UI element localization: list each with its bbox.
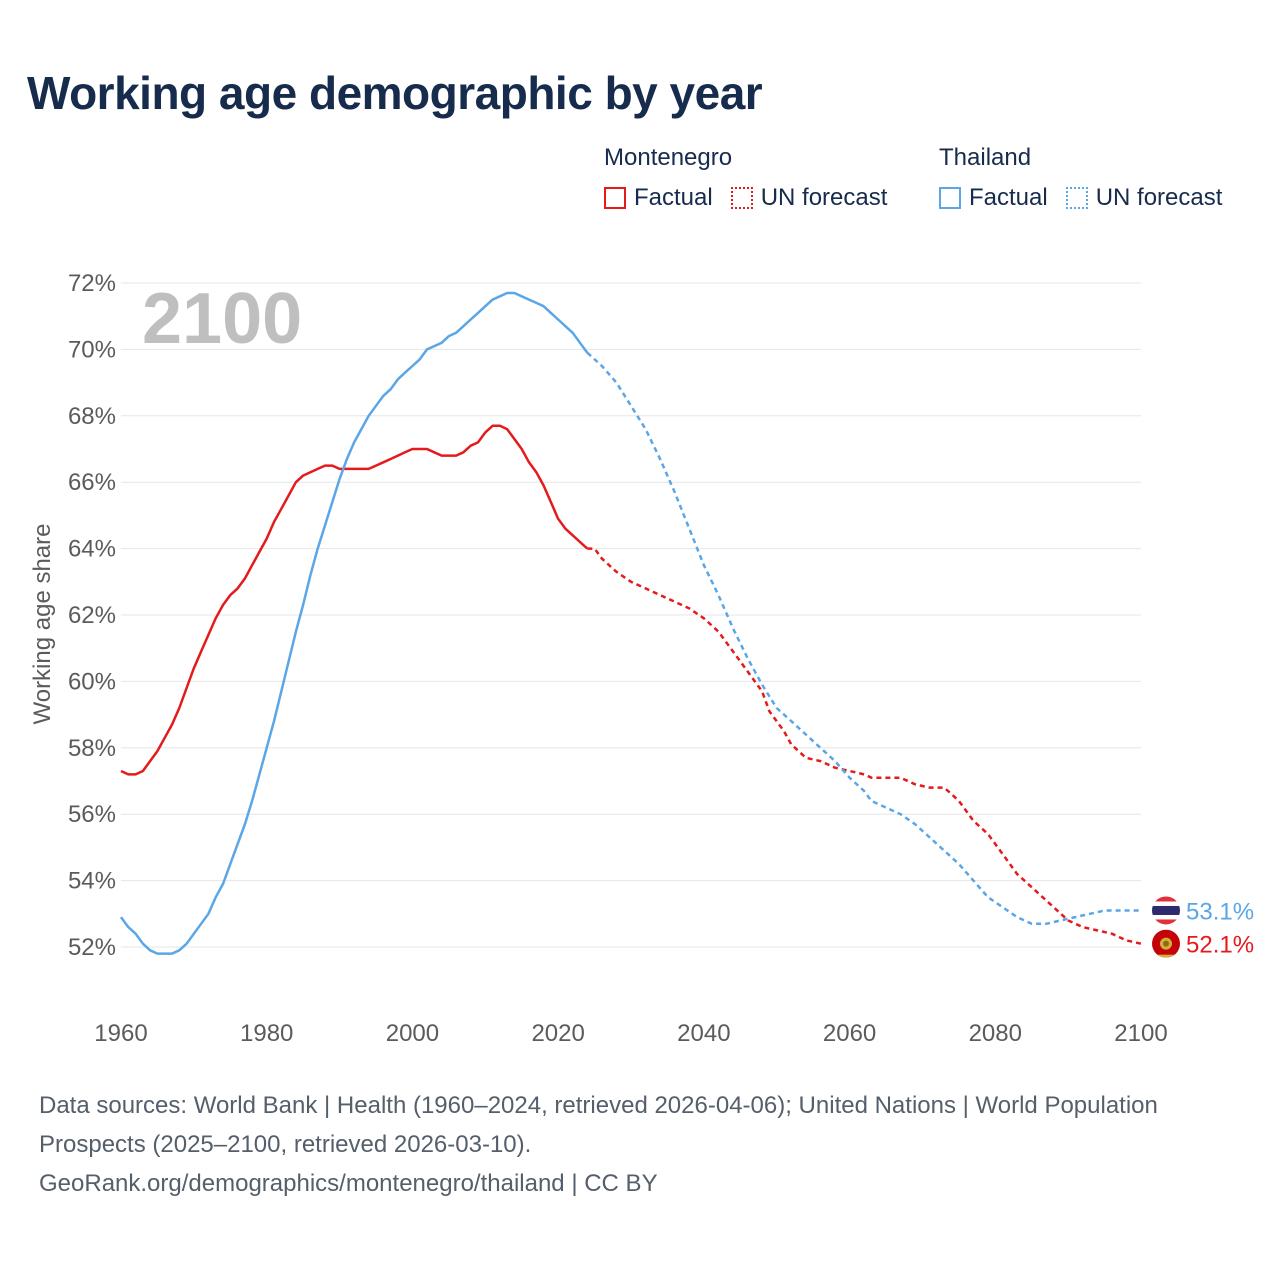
montenegro-factual-line[interactable] — [120, 424, 589, 776]
legend-swatch-solid — [939, 187, 961, 209]
footer: Data sources: World Bank | Health (1960–… — [39, 1086, 1179, 1203]
x-tick-label: 1980 — [240, 1020, 293, 1047]
montenegro-end-value-label: 52.1% — [1186, 932, 1254, 959]
gridlines — [121, 282, 1141, 948]
legend-item-montenegro-forecast[interactable]: UN forecast — [730, 184, 888, 212]
legend-item-montenegro-factual[interactable]: Factual — [604, 184, 713, 212]
montenegro-flag-icon — [1152, 929, 1180, 958]
y-tick-label: 58% — [68, 735, 116, 762]
legend-country-montenegro: Montenegro — [604, 144, 733, 171]
series-layer — [119, 291, 1142, 955]
x-tick-label: 1960 — [94, 1020, 147, 1047]
thailand-end-marker — [1152, 896, 1180, 925]
x-tick-label: 2020 — [531, 1020, 584, 1047]
line-chart: 52%54%56%58%60%62%64%66%68%70%72% 1960 19… — [29, 270, 1254, 1047]
thailand-end-value-label: 53.1% — [1186, 898, 1254, 925]
year-watermark: 2100 — [142, 279, 302, 359]
thailand-forecast-line[interactable] — [586, 351, 1141, 926]
y-tick-label: 56% — [68, 801, 116, 828]
legend-swatch-dotted — [730, 187, 753, 209]
x-axis-ticks: 1960 1980 2000 2020 2040 2060 2080 2100 — [94, 1020, 1167, 1047]
y-tick-label: 68% — [68, 403, 116, 430]
legend-label: Factual — [969, 184, 1048, 211]
data-sources: Data sources: World Bank | Health (1960–… — [39, 1092, 1158, 1158]
legend-label: UN forecast — [760, 184, 888, 211]
y-tick-label: 64% — [68, 536, 116, 563]
y-tick-label: 70% — [68, 336, 116, 363]
legend-thailand: Thailand Factual UN forecast — [939, 144, 1240, 212]
legend-label: UN forecast — [1095, 184, 1223, 211]
legend-label: Factual — [634, 184, 713, 211]
legend-montenegro: Montenegro Factual UN forecast — [604, 144, 905, 212]
x-tick-label: 2100 — [1114, 1020, 1167, 1047]
x-tick-label: 2080 — [969, 1020, 1022, 1047]
x-tick-label: 2040 — [677, 1020, 730, 1047]
end-markers: 52.1% 53.1% — [1152, 896, 1254, 959]
y-tick-label: 60% — [68, 668, 116, 695]
thailand-flag-icon — [1152, 896, 1180, 925]
y-axis-label: Working age share — [29, 524, 56, 725]
y-tick-label: 66% — [68, 469, 116, 496]
legend-swatch-solid — [604, 187, 626, 209]
legend-item-thailand-factual[interactable]: Factual — [939, 184, 1048, 212]
x-tick-label: 2060 — [823, 1020, 876, 1047]
montenegro-forecast-line[interactable] — [587, 547, 1142, 945]
source-link[interactable]: GeoRank.org/demographics/montenegro/thai… — [39, 1170, 658, 1197]
y-tick-label: 72% — [68, 270, 116, 297]
y-tick-label: 52% — [68, 934, 116, 961]
y-tick-label: 62% — [68, 602, 116, 629]
y-axis-ticks: 52% 54% 56% 58% 60% 62% 64% 66% 68% 70% 72% — [68, 270, 116, 961]
legend-item-thailand-forecast[interactable]: UN forecast — [1065, 184, 1223, 212]
x-tick-label: 2000 — [386, 1020, 439, 1047]
thailand-factual-line[interactable] — [119, 291, 589, 955]
montenegro-end-marker — [1152, 929, 1180, 958]
y-tick-label: 54% — [68, 868, 116, 895]
chart-title: Working age demographic by year — [27, 67, 763, 119]
legend-country-thailand: Thailand — [939, 144, 1032, 171]
legend-swatch-dotted — [1065, 187, 1088, 209]
